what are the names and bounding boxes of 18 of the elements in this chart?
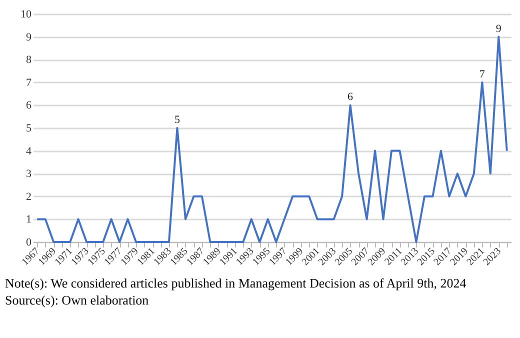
y-tick-label: 6 bbox=[26, 100, 32, 112]
data-label: 5 bbox=[174, 114, 180, 126]
y-tick-label: 7 bbox=[26, 76, 32, 89]
y-tick-label: 0 bbox=[26, 236, 32, 248]
y-tick-label: 8 bbox=[26, 54, 32, 66]
data-label: 7 bbox=[479, 68, 486, 80]
data-label: 9 bbox=[496, 22, 502, 35]
y-tick-label: 1 bbox=[26, 214, 32, 226]
source-note: Source(s): Own elaboration bbox=[5, 292, 150, 308]
y-tick-label: 5 bbox=[26, 122, 32, 134]
line-series bbox=[36, 36, 508, 243]
data-label: 6 bbox=[348, 91, 354, 104]
y-tick-label: 9 bbox=[26, 31, 32, 44]
text: Note(s): We considered articles published in Management Decision as of April 9th, 2024 bbox=[5, 276, 467, 290]
y-tick-label: 2 bbox=[26, 190, 32, 203]
y-tick-label: 4 bbox=[26, 145, 32, 158]
y-tick-label: 10 bbox=[20, 8, 32, 20]
y-tick-label: 3 bbox=[26, 168, 32, 180]
